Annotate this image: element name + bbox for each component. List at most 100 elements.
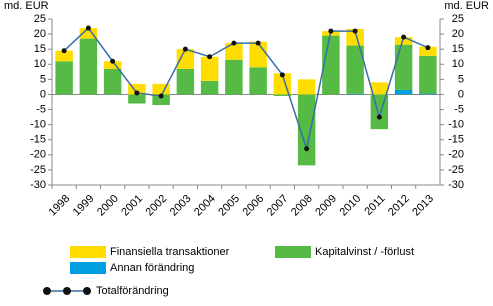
y-tick-label: 15 (34, 43, 46, 55)
bar (394, 44, 413, 90)
legend-swatch (70, 246, 106, 258)
legend-label: Kapitalvinst / -förlust (315, 246, 414, 258)
point (304, 146, 310, 152)
bar (225, 43, 243, 60)
point (207, 54, 213, 60)
line (63, 26, 429, 152)
bar (152, 94, 170, 106)
bar (322, 35, 340, 95)
x-tick-label: 2009 (313, 193, 339, 219)
y2-tick-label: 10 (452, 58, 464, 70)
y2-tick-label: -5 (454, 103, 464, 115)
point (182, 46, 188, 52)
bar (79, 28, 98, 39)
y-tick-label: 25 (34, 13, 46, 25)
bar (370, 94, 389, 130)
y-tick-label: -15 (30, 134, 46, 146)
bar (273, 94, 292, 96)
y2-tick-label: 5 (458, 73, 464, 85)
bar (176, 68, 195, 95)
legend-label: Finansiella transaktioner (110, 246, 230, 258)
y2-tick-label: 15 (452, 43, 464, 55)
x-tick-label: 2006 (241, 193, 267, 219)
x-tick-label: 2007 (265, 193, 291, 219)
bar (419, 46, 437, 56)
y-axis-label: md. EUR (4, 0, 49, 12)
bar (128, 94, 146, 104)
point (85, 25, 91, 31)
bar (103, 61, 122, 69)
x-tick-label: 1998 (47, 193, 73, 219)
y-tick-label: -20 (30, 149, 46, 161)
legend-marker (63, 287, 71, 295)
x-tick-label: 2008 (289, 193, 315, 219)
y2-tick-label: 20 (452, 28, 464, 40)
point (279, 72, 285, 78)
x-tick-label: 2000 (95, 193, 121, 219)
x-tick-label: 2011 (362, 193, 387, 218)
y2-axis-label: md. EUR (444, 0, 489, 12)
x-tick-label: 2012 (386, 193, 412, 219)
point (352, 28, 358, 34)
x-tick-label: 2004 (192, 193, 218, 219)
y-tick-label: 5 (40, 73, 46, 85)
point (425, 45, 431, 51)
y2-tick-label: 0 (458, 88, 464, 100)
bar (128, 83, 146, 95)
y-tick-label: -10 (30, 119, 46, 131)
y-tick-label: -5 (36, 103, 46, 115)
bar (419, 55, 437, 94)
x-tick-label: 2002 (144, 193, 170, 219)
point (61, 48, 67, 54)
bar (249, 67, 267, 95)
bar (370, 82, 389, 95)
point (328, 28, 334, 34)
bar (297, 94, 316, 166)
legend-swatch (70, 262, 106, 274)
bar (394, 89, 413, 95)
bar (346, 28, 364, 46)
bar (176, 49, 195, 69)
y2-tick-label: -20 (448, 149, 464, 161)
x-tick-label: 2005 (216, 193, 242, 219)
y-tick-label: -30 (30, 179, 46, 191)
bar (55, 50, 73, 62)
bar (55, 61, 73, 95)
bar (152, 83, 170, 95)
point (231, 40, 237, 46)
point (158, 93, 164, 99)
bar (346, 45, 364, 94)
y-tick-label: 0 (40, 88, 46, 100)
bar (394, 37, 413, 45)
legend-marker (43, 287, 51, 295)
y2-tick-label: 25 (452, 13, 464, 25)
y-tick-label: -25 (30, 164, 46, 176)
y2-tick-label: -25 (448, 164, 464, 176)
legend-label: Annan förändring (110, 262, 194, 274)
point (255, 40, 261, 46)
y2-tick-label: -30 (448, 179, 464, 191)
legend-swatch (275, 246, 311, 258)
bar (200, 80, 219, 95)
bar (419, 93, 437, 95)
point (134, 90, 140, 96)
bar (200, 56, 219, 81)
x-tick-label: 2003 (168, 193, 194, 219)
bar (103, 68, 122, 95)
x-tick-label: 1999 (71, 193, 97, 219)
y2-tick-label: -10 (448, 119, 464, 131)
y2-tick-label: -15 (448, 134, 464, 146)
bar (297, 79, 316, 95)
x-tick-label: 2013 (410, 193, 436, 219)
point (376, 114, 382, 120)
bar (225, 59, 243, 95)
legend-marker (83, 287, 91, 295)
x-tick-label: 2001 (119, 193, 145, 219)
bar (79, 38, 98, 95)
x-tick-label: 2010 (338, 193, 364, 219)
legend-label: Totalförändring (96, 285, 169, 297)
bar (346, 93, 364, 95)
point (110, 58, 116, 64)
y-tick-label: 10 (34, 58, 46, 70)
